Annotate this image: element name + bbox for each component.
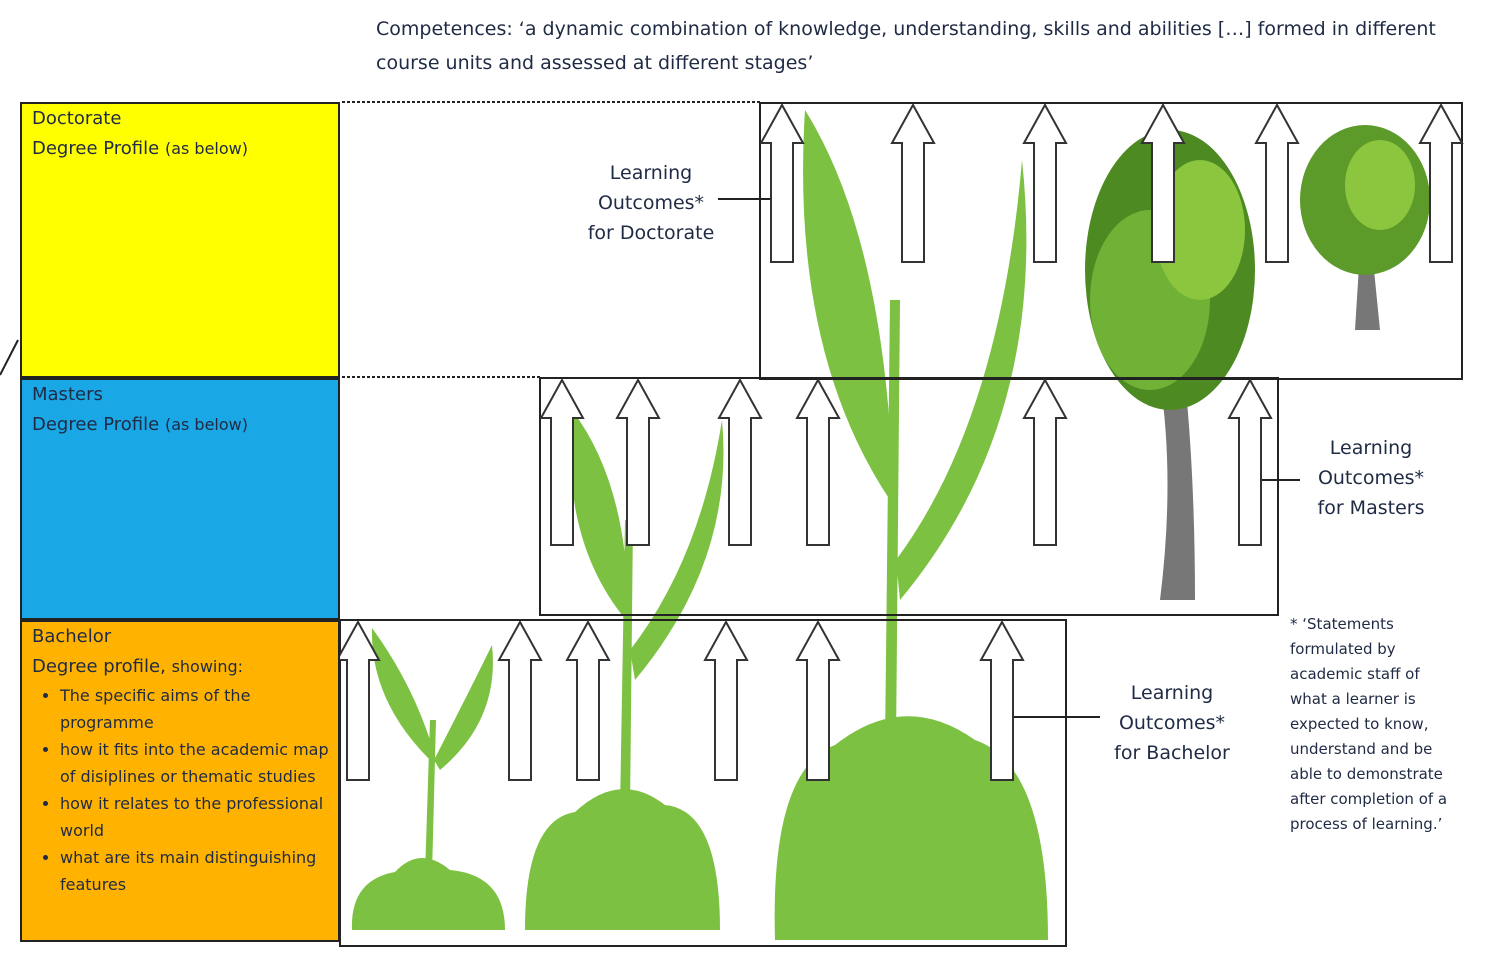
- arrow: [761, 105, 803, 262]
- level-subtitle: Degree Profile: [32, 414, 159, 435]
- bullet-list: The specific aims of the programme how i…: [32, 682, 338, 898]
- level-subtitle-line: Degree Profile (as below): [32, 134, 338, 164]
- level-title: Masters: [32, 380, 338, 410]
- outcome-line: Outcomes*: [1286, 463, 1456, 493]
- level-note: showing:: [172, 657, 243, 676]
- outcome-line: for Masters: [1286, 493, 1456, 523]
- level-subtitle-line: Degree profile, showing:: [32, 652, 338, 682]
- level-box: Doctorate Degree Profile (as below): [20, 102, 340, 378]
- level-subtitle: Degree Profile: [32, 138, 159, 159]
- outcome-line: Learning: [566, 158, 736, 188]
- level-subtitle: Degree profile,: [32, 656, 166, 677]
- level-subtitle-line: Degree Profile (as below): [32, 410, 338, 440]
- arrow: [1229, 380, 1271, 545]
- bullet: The specific aims of the programme: [60, 682, 338, 736]
- arrow: [499, 622, 541, 780]
- level-box: Masters Degree Profile (as below): [20, 378, 340, 620]
- outcome-label: Learning Outcomes* for Bachelor: [1087, 678, 1257, 768]
- arrow: [705, 622, 747, 780]
- level-note: (as below): [165, 139, 248, 158]
- arrow: [1024, 105, 1066, 262]
- arrow: [567, 622, 609, 780]
- outcome-label: Learning Outcomes* for Masters: [1286, 433, 1456, 523]
- bullet: how it fits into the academic map of dis…: [60, 736, 338, 790]
- outcome-label: Learning Outcomes* for Doctorate: [566, 158, 736, 248]
- footnote: * ‘Statements formulated by academic sta…: [1290, 612, 1460, 837]
- level-title: Bachelor: [32, 622, 338, 652]
- outcome-line: for Doctorate: [566, 218, 736, 248]
- arrow: [892, 105, 934, 262]
- arrow: [719, 380, 761, 545]
- outcome-line: Learning: [1286, 433, 1456, 463]
- outcome-line: Outcomes*: [1087, 708, 1257, 738]
- header: Competences: ‘a dynamic combination of k…: [376, 12, 1436, 80]
- arrow: [1256, 105, 1298, 262]
- outcome-line: Learning: [1087, 678, 1257, 708]
- level-note: (as below): [165, 415, 248, 434]
- page: {"header": {"text": "Competences: ‘a dyn…: [0, 0, 1486, 956]
- arrow: [617, 380, 659, 545]
- arrow: [797, 380, 839, 545]
- level-title: Doctorate: [32, 104, 338, 134]
- bullet: how it relates to the professional world: [60, 790, 338, 844]
- bullet: what are its main distinguishing feature…: [60, 844, 338, 898]
- arrow: [1024, 380, 1066, 545]
- outcome-line: Outcomes*: [566, 188, 736, 218]
- outcome-line: for Bachelor: [1087, 738, 1257, 768]
- level-box: Bachelor Degree profile, showing: The sp…: [20, 620, 340, 942]
